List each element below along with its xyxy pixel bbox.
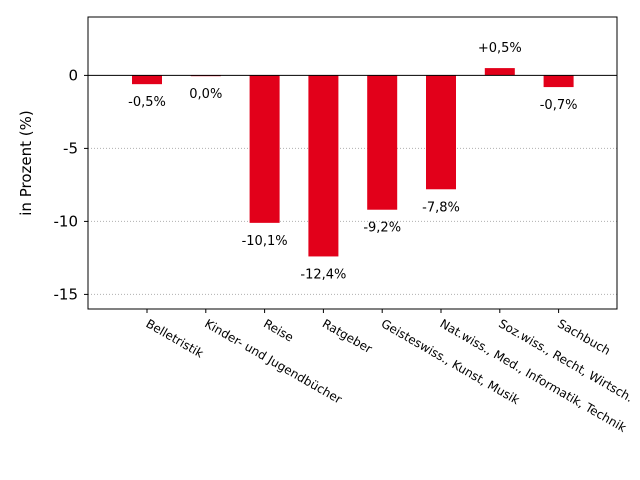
y-tick-label: -10 xyxy=(54,212,79,230)
x-tick-label: Ratgeber xyxy=(320,316,375,356)
data-labels: -0,5% 0,0% -10,1% -12,4% -9,2% -7,8% +0,5% -0,7… xyxy=(128,41,577,282)
data-label: 0,0% xyxy=(189,87,222,102)
plot-frame xyxy=(87,16,618,310)
data-label: +0,5% xyxy=(478,41,522,56)
bar xyxy=(484,68,515,76)
bar xyxy=(132,75,162,85)
y-tick-label: -15 xyxy=(54,285,79,303)
x-tick-label: Reise xyxy=(261,316,296,344)
y-axis-label: in Prozent (%) xyxy=(17,110,35,215)
y-tick-label: 0 xyxy=(68,66,78,84)
bar xyxy=(308,75,339,257)
data-label: -12,4% xyxy=(300,267,346,282)
bar xyxy=(367,75,398,210)
bars xyxy=(132,68,574,257)
x-tick-label: Belletristik xyxy=(144,316,206,360)
y-tick-label: -5 xyxy=(63,139,78,157)
data-label: -9,2% xyxy=(363,221,401,236)
data-label: -7,8% xyxy=(422,200,460,215)
data-label: -0,7% xyxy=(540,98,578,113)
data-label: -10,1% xyxy=(242,234,288,249)
bar xyxy=(543,75,574,88)
data-label: -0,5% xyxy=(128,95,166,110)
bar xyxy=(426,75,456,190)
grid-lines xyxy=(88,147,617,295)
bar xyxy=(249,75,280,223)
